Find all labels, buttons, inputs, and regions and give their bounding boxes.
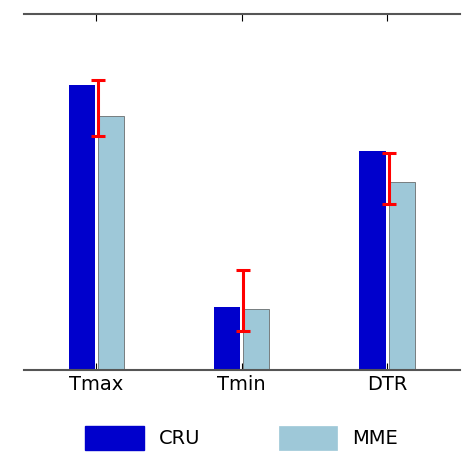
Bar [214, 307, 240, 370]
Bar [359, 151, 386, 370]
Bar [243, 309, 269, 370]
Bar [389, 182, 415, 370]
Legend: CRU, MME: CRU, MME [76, 416, 408, 459]
Bar [98, 116, 124, 370]
Bar [69, 85, 95, 370]
